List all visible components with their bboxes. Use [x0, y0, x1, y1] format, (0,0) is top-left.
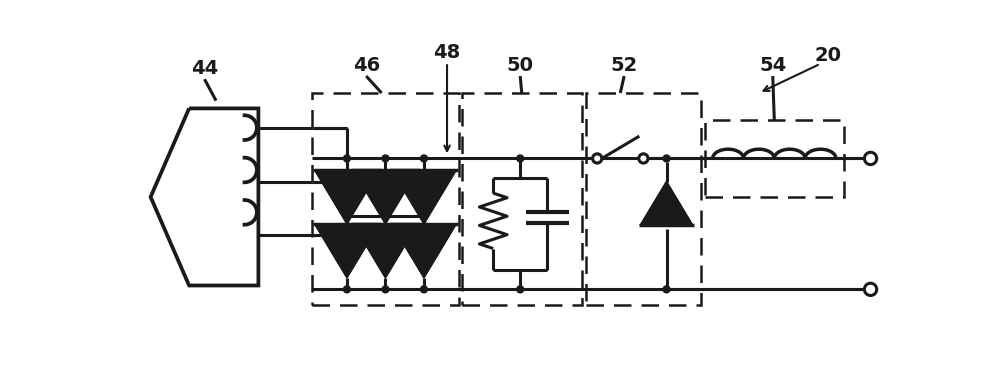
Polygon shape — [392, 170, 456, 224]
Text: 46: 46 — [353, 57, 380, 75]
Text: 20: 20 — [815, 46, 842, 65]
Circle shape — [517, 155, 524, 162]
Polygon shape — [315, 170, 379, 224]
Circle shape — [382, 155, 389, 162]
Text: 44: 44 — [191, 59, 218, 78]
Text: 48: 48 — [433, 43, 461, 62]
Polygon shape — [392, 224, 456, 278]
Circle shape — [343, 286, 350, 293]
Circle shape — [593, 154, 602, 163]
Circle shape — [517, 286, 524, 293]
Text: 52: 52 — [611, 57, 638, 75]
Circle shape — [639, 154, 648, 163]
Bar — [462, 93, 582, 305]
Polygon shape — [641, 182, 692, 225]
Circle shape — [663, 155, 670, 162]
Circle shape — [864, 152, 877, 165]
Circle shape — [382, 286, 389, 293]
Circle shape — [864, 283, 877, 296]
Polygon shape — [151, 108, 258, 285]
Polygon shape — [353, 224, 418, 278]
Polygon shape — [353, 170, 418, 224]
Bar — [705, 120, 844, 197]
Text: 54: 54 — [759, 57, 786, 75]
Text: 50: 50 — [507, 57, 534, 75]
Circle shape — [663, 286, 670, 293]
Polygon shape — [315, 224, 379, 278]
Circle shape — [420, 155, 427, 162]
Circle shape — [420, 286, 427, 293]
Bar — [312, 93, 459, 305]
Bar — [586, 93, 701, 305]
Circle shape — [343, 155, 350, 162]
